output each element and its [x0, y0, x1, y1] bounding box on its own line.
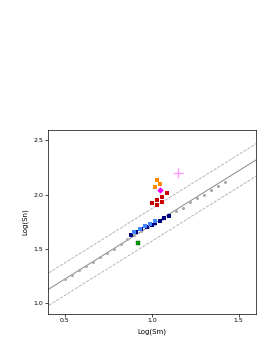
Y-axis label: Log(Sn): Log(Sn) [21, 208, 28, 235]
Point [162, 216, 166, 221]
Point [202, 192, 206, 197]
Point [125, 236, 130, 242]
Point [139, 229, 144, 234]
Point [158, 188, 163, 193]
Point [91, 259, 95, 265]
Point [195, 195, 199, 201]
Point [153, 184, 157, 190]
Point [174, 208, 178, 213]
Point [134, 230, 138, 235]
Point [160, 199, 164, 205]
Point [160, 194, 164, 199]
Point [153, 221, 157, 226]
Point [97, 255, 102, 260]
Point [155, 178, 159, 183]
Point [143, 223, 147, 229]
Point [181, 205, 185, 210]
Point [144, 224, 149, 230]
Point [167, 213, 171, 219]
Point [223, 179, 227, 184]
Point [155, 203, 159, 208]
Point [138, 226, 142, 232]
Point [150, 222, 154, 228]
Point [77, 268, 81, 273]
Point [63, 276, 67, 282]
Point [139, 226, 144, 232]
Point [70, 272, 74, 278]
Point [158, 181, 163, 187]
Point [132, 230, 136, 235]
Point [153, 218, 157, 223]
Point [176, 170, 180, 176]
Point [216, 183, 220, 189]
Point [160, 217, 164, 222]
Point [111, 246, 116, 251]
Point [105, 250, 109, 256]
Point [158, 218, 163, 223]
Point [188, 199, 192, 205]
Point [150, 201, 154, 206]
X-axis label: Log(Sm): Log(Sm) [137, 328, 166, 335]
Point [136, 241, 140, 246]
Point [165, 191, 169, 196]
Point [84, 263, 88, 269]
Point [148, 221, 152, 226]
Point [209, 188, 213, 193]
Point [153, 220, 157, 225]
Point [155, 197, 159, 203]
Point [129, 232, 133, 237]
Point [146, 224, 150, 230]
Point [132, 232, 136, 237]
Point [167, 211, 171, 217]
Point [118, 242, 122, 247]
